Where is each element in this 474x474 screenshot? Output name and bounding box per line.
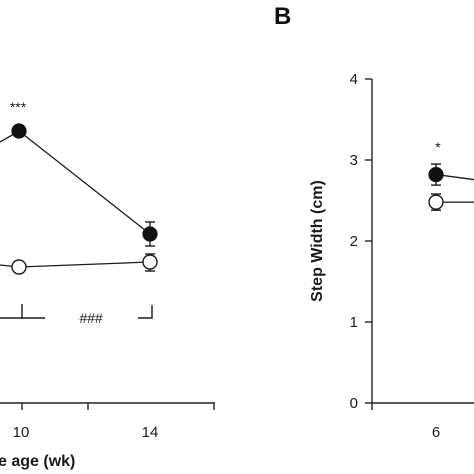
panel-b-point-filled (428, 166, 444, 183)
panel-a-x-tick-label-10: 10 (13, 424, 30, 441)
panel-b-star-annotation: * (435, 139, 441, 155)
panel-b-x-tick-label-6: 6 (432, 424, 440, 441)
panel-a-series-filled-line (0, 130, 151, 235)
panel-b-y-tick-label-0: 0 (350, 395, 358, 412)
panel-a-point-filled-10 (11, 123, 27, 139)
panel-b-y-tick-label-4: 4 (350, 71, 358, 88)
panel-a-star-annotation: *** (10, 99, 27, 115)
panel-a-bracket-left (0, 304, 45, 319)
panel-b-y-tick-label-1: 1 (350, 314, 358, 331)
panel-b-series (428, 163, 474, 211)
panel-b-y-axis-label: Step Width (cm) (309, 180, 326, 302)
panel-a-bracket-right (138, 305, 153, 319)
panel-a-point-open-14 (142, 254, 158, 270)
panel-a-x-axis-label: e age (wk) (0, 453, 75, 470)
panel-b-letter: B (274, 3, 291, 30)
panel-a-hash-annotation: ### (79, 310, 103, 326)
panel-b: B 0 1 2 3 4 Step Width (cm) 6 * (274, 3, 474, 441)
panel-b-y-ticks: 0 1 2 3 4 (350, 71, 372, 412)
panel-b-y-tick-label-2: 2 (350, 233, 358, 250)
panel-a-point-filled-14 (142, 226, 158, 242)
panel-a-point-open-10 (11, 259, 27, 275)
panel-b-y-tick-label-3: 3 (350, 152, 358, 169)
panel-a: 10 14 e age (wk) *** ### (0, 99, 215, 470)
panel-b-point-open (428, 194, 444, 210)
panel-a-x-tick-label-14: 14 (142, 424, 159, 441)
